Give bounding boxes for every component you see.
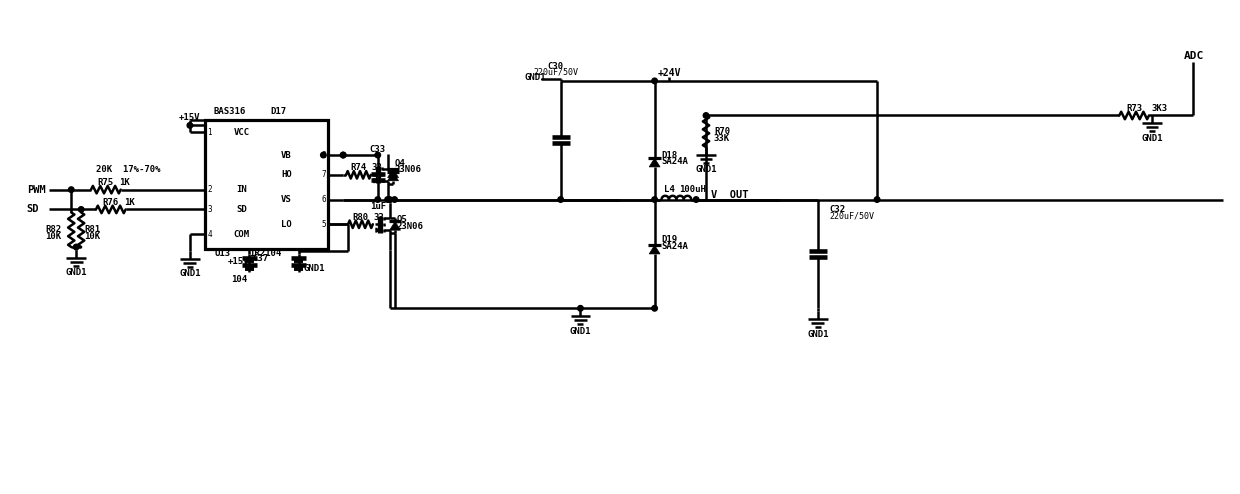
Text: R70: R70 — [714, 127, 730, 136]
Text: VS: VS — [281, 195, 291, 204]
Circle shape — [187, 123, 192, 128]
Text: L4: L4 — [665, 185, 676, 194]
Circle shape — [73, 244, 79, 250]
Text: R74: R74 — [351, 164, 367, 172]
Text: Q5: Q5 — [397, 215, 407, 224]
Text: COM: COM — [233, 230, 250, 239]
Circle shape — [558, 197, 563, 203]
Text: R81: R81 — [84, 225, 100, 234]
Polygon shape — [219, 120, 228, 131]
Text: C33: C33 — [370, 145, 386, 154]
Text: GND1: GND1 — [179, 269, 201, 278]
Text: 33: 33 — [372, 164, 383, 172]
Circle shape — [392, 197, 397, 203]
Text: R82: R82 — [45, 225, 61, 234]
Text: VCC: VCC — [233, 128, 250, 137]
Circle shape — [578, 305, 583, 311]
Text: C37: C37 — [252, 254, 268, 263]
Text: 1: 1 — [207, 128, 212, 137]
Polygon shape — [650, 158, 660, 167]
Circle shape — [384, 197, 391, 203]
Text: C30: C30 — [548, 62, 564, 71]
Text: GND1: GND1 — [807, 329, 828, 338]
Circle shape — [321, 152, 326, 158]
Text: 104: 104 — [232, 275, 248, 284]
Text: R73: R73 — [1126, 104, 1142, 113]
Text: R80: R80 — [352, 213, 368, 222]
Circle shape — [374, 152, 381, 158]
Text: Q4: Q4 — [394, 159, 405, 167]
Polygon shape — [388, 172, 398, 181]
Circle shape — [341, 152, 346, 158]
Circle shape — [341, 152, 346, 158]
Circle shape — [874, 197, 880, 203]
Circle shape — [703, 113, 709, 118]
Text: 1K: 1K — [124, 198, 135, 207]
Text: GND1: GND1 — [304, 264, 325, 273]
Text: GND1: GND1 — [525, 74, 546, 82]
Text: 3: 3 — [207, 205, 212, 214]
Text: GND1: GND1 — [696, 165, 717, 174]
Text: 220uF/50V: 220uF/50V — [533, 68, 578, 77]
Text: R75: R75 — [98, 178, 114, 187]
Text: +15V: +15V — [179, 113, 201, 122]
Text: GND1: GND1 — [1141, 134, 1163, 143]
Bar — [205, 121, 329, 249]
Text: 8: 8 — [321, 151, 326, 160]
Text: 10K: 10K — [45, 232, 61, 241]
Circle shape — [374, 197, 381, 203]
Text: 23N06: 23N06 — [394, 165, 422, 174]
Text: SA24A: SA24A — [661, 158, 688, 166]
Text: R76: R76 — [103, 198, 119, 207]
Text: GND1: GND1 — [66, 268, 87, 277]
Text: +24V: +24V — [657, 68, 681, 78]
Circle shape — [78, 206, 84, 212]
Text: 10K: 10K — [84, 232, 100, 241]
Text: 20K  17%-70%: 20K 17%-70% — [95, 165, 160, 174]
Text: 220uF/50V: 220uF/50V — [830, 212, 874, 221]
Text: D17: D17 — [270, 107, 286, 116]
Text: C32: C32 — [830, 205, 846, 214]
Text: 5: 5 — [321, 220, 326, 229]
Text: SA24A: SA24A — [661, 242, 688, 250]
Text: 2: 2 — [207, 185, 212, 194]
Text: 100uH: 100uH — [680, 185, 707, 194]
Text: HO: HO — [281, 170, 291, 179]
Text: ADC: ADC — [1183, 51, 1204, 61]
Text: SD: SD — [27, 205, 40, 214]
Text: 23N06: 23N06 — [397, 222, 423, 231]
Text: 6: 6 — [321, 195, 326, 204]
Text: IN: IN — [237, 185, 247, 194]
Text: V  OUT: V OUT — [711, 190, 749, 200]
Circle shape — [387, 197, 392, 203]
Text: IR2104: IR2104 — [249, 249, 281, 258]
Circle shape — [652, 197, 657, 203]
Circle shape — [68, 187, 74, 193]
Text: 33: 33 — [373, 213, 384, 222]
Text: 7: 7 — [321, 170, 326, 179]
Text: +15V: +15V — [227, 257, 249, 266]
Polygon shape — [389, 221, 401, 230]
Text: 3K3: 3K3 — [1152, 104, 1168, 113]
Circle shape — [693, 197, 699, 203]
Text: 33K: 33K — [714, 134, 730, 143]
Text: U13: U13 — [215, 249, 231, 258]
Text: 1K: 1K — [119, 178, 130, 187]
Text: 4: 4 — [207, 230, 212, 239]
Text: D18: D18 — [661, 151, 677, 160]
Polygon shape — [650, 245, 660, 254]
Text: GND1: GND1 — [569, 327, 591, 335]
Text: PWM: PWM — [27, 185, 46, 195]
Text: LO: LO — [281, 220, 291, 229]
Text: 1uF: 1uF — [370, 202, 386, 211]
Text: VB: VB — [281, 151, 291, 160]
Polygon shape — [388, 169, 398, 177]
Text: BAS316: BAS316 — [213, 107, 246, 116]
Text: D19: D19 — [661, 235, 677, 244]
Circle shape — [652, 78, 657, 83]
Circle shape — [652, 305, 657, 311]
Text: SD: SD — [237, 205, 247, 214]
